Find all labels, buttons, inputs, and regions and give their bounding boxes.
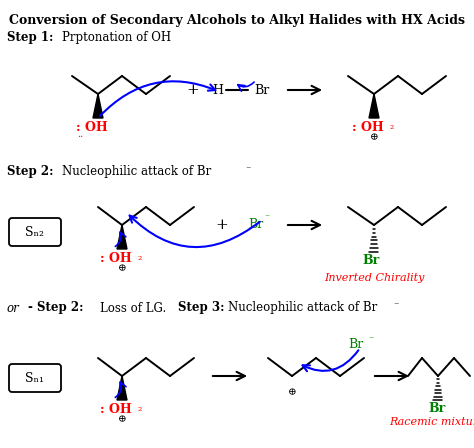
Text: : OH: : OH: [100, 403, 132, 416]
Text: Inverted Chirality: Inverted Chirality: [324, 273, 424, 283]
Text: Prptonation of OH: Prptonation of OH: [62, 31, 171, 44]
Polygon shape: [93, 94, 103, 118]
Text: Sₙ₁: Sₙ₁: [26, 371, 45, 384]
Polygon shape: [369, 94, 379, 118]
Text: ⊕: ⊕: [288, 388, 296, 397]
Text: Step 2:: Step 2:: [7, 165, 54, 178]
Text: Br: Br: [348, 339, 363, 352]
Text: ⁻: ⁻: [393, 302, 399, 310]
Text: Br: Br: [428, 402, 445, 415]
Polygon shape: [117, 225, 127, 249]
Text: ₂: ₂: [138, 403, 142, 413]
Text: ..: ..: [77, 130, 83, 139]
Text: +: +: [216, 218, 228, 232]
Text: Nucleophilic attack of Br: Nucleophilic attack of Br: [228, 302, 377, 314]
Text: ⊕: ⊕: [370, 133, 378, 142]
Text: : OH: : OH: [352, 121, 384, 134]
Text: ⊕: ⊕: [118, 264, 127, 273]
Text: ⁻: ⁻: [245, 165, 250, 175]
Text: Sₙ₂: Sₙ₂: [26, 225, 45, 238]
Text: H: H: [212, 83, 224, 96]
Text: Nucleophilic attack of Br: Nucleophilic attack of Br: [62, 165, 211, 178]
Text: Racemic mixture: Racemic mixture: [389, 417, 474, 427]
Text: Br: Br: [248, 219, 263, 232]
Text: Conversion of Secondary Alcohols to Alkyl Halides with HX Acids: Conversion of Secondary Alcohols to Alky…: [9, 14, 465, 27]
Text: - Step 2:: - Step 2:: [28, 302, 83, 314]
Text: Step 3:: Step 3:: [178, 302, 225, 314]
Text: Step 1:: Step 1:: [7, 31, 54, 44]
Text: ₂: ₂: [138, 252, 142, 262]
Text: : OH: : OH: [76, 121, 108, 134]
Text: Br: Br: [254, 83, 269, 96]
Text: or: or: [7, 302, 20, 314]
Text: ⁻: ⁻: [264, 214, 269, 223]
Text: Loss of LG.: Loss of LG.: [100, 302, 166, 314]
Text: +: +: [187, 83, 200, 97]
Polygon shape: [117, 376, 127, 400]
FancyBboxPatch shape: [9, 364, 61, 392]
Text: : OH: : OH: [100, 252, 132, 265]
FancyBboxPatch shape: [9, 218, 61, 246]
Text: ⁻: ⁻: [368, 336, 373, 345]
Text: ⊕: ⊕: [118, 415, 127, 424]
Text: ₂: ₂: [390, 121, 394, 131]
Text: Br: Br: [362, 254, 379, 267]
